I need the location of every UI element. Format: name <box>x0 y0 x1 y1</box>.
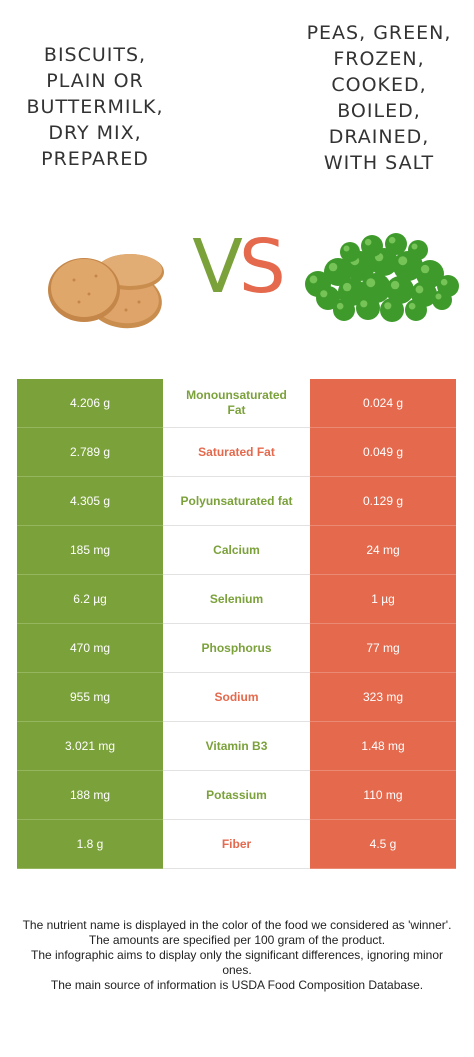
nutrient-name: Calcium <box>163 526 310 575</box>
right-value: 0.024 g <box>310 379 456 428</box>
table-row: 3.021 mg Vitamin B3 1.48 mg <box>17 722 456 771</box>
left-food-title: Biscuits, plain or buttermilk, dry mix, … <box>26 44 164 170</box>
nutrient-name: Phosphorus <box>163 624 310 673</box>
peas-image <box>305 233 459 322</box>
vs-v: V <box>192 224 243 310</box>
biscuits-image <box>48 254 164 329</box>
nutrient-name: Potassium <box>163 771 310 820</box>
table-row: 955 mg Sodium 323 mg <box>17 673 456 722</box>
footer-line-4: The main source of information is USDA F… <box>50 978 424 992</box>
left-value: 188 mg <box>17 771 163 820</box>
nutrient-name: Sodium <box>163 673 310 722</box>
footer-notes: The nutrient name is displayed in the co… <box>20 918 454 993</box>
nutrient-name: Saturated Fat <box>163 428 310 477</box>
table-row: 6.2 µg Selenium 1 µg <box>17 575 456 624</box>
table-row: 185 mg Calcium 24 mg <box>17 526 456 575</box>
footer-line-2: The amounts are specified per 100 gram o… <box>88 933 386 947</box>
right-value: 110 mg <box>310 771 456 820</box>
comparison-table: 4.206 g Monounsaturated Fat 0.024 g 2.789 g… <box>17 379 456 869</box>
table-row: 4.206 g Monounsaturated Fat 0.024 g <box>17 379 456 428</box>
left-value: 1.8 g <box>17 820 163 869</box>
table-row: 2.789 g Saturated Fat 0.049 g <box>17 428 456 477</box>
table-row: 1.8 g Fiber 4.5 g <box>17 820 456 869</box>
nutrient-name: Selenium <box>163 575 310 624</box>
right-value: 0.049 g <box>310 428 456 477</box>
right-value: 4.5 g <box>310 820 456 869</box>
table-row: 188 mg Potassium 110 mg <box>17 771 456 820</box>
right-value: 323 mg <box>310 673 456 722</box>
left-value: 2.789 g <box>17 428 163 477</box>
table-row: 470 mg Phosphorus 77 mg <box>17 624 456 673</box>
left-value: 4.305 g <box>17 477 163 526</box>
nutrient-name: Vitamin B3 <box>163 722 310 771</box>
vs-label: VS <box>182 222 292 312</box>
left-value: 3.021 mg <box>17 722 163 771</box>
vs-s: S <box>238 224 286 310</box>
nutrient-name: Polyunsaturated fat <box>163 477 310 526</box>
right-value: 1.48 mg <box>310 722 456 771</box>
right-food-title: Peas, green, frozen, cooked, boiled, dra… <box>306 22 452 174</box>
left-value: 185 mg <box>17 526 163 575</box>
right-value: 0.129 g <box>310 477 456 526</box>
left-value: 6.2 µg <box>17 575 163 624</box>
nutrient-name: Fiber <box>163 820 310 869</box>
right-value: 24 mg <box>310 526 456 575</box>
left-value: 4.206 g <box>17 379 163 428</box>
right-value: 1 µg <box>310 575 456 624</box>
left-value: 470 mg <box>17 624 163 673</box>
left-value: 955 mg <box>17 673 163 722</box>
right-value: 77 mg <box>310 624 456 673</box>
nutrient-name: Monounsaturated Fat <box>163 379 310 428</box>
table-row: 4.305 g Polyunsaturated fat 0.129 g <box>17 477 456 526</box>
footer-line-3: The infographic aims to display only the… <box>31 948 443 977</box>
footer-line-1: The nutrient name is displayed in the co… <box>22 918 452 932</box>
